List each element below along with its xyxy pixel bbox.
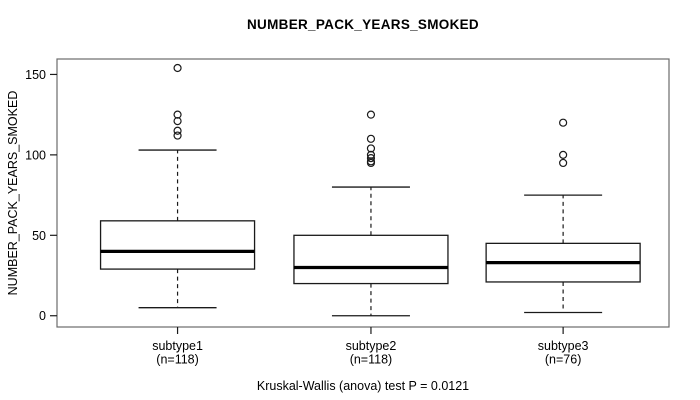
outlier-point <box>366 110 376 119</box>
y-tick-label: 0 <box>39 309 46 323</box>
y-tick-label: 50 <box>32 229 46 243</box>
outlier-point <box>173 63 182 73</box>
group-label: subtype3 <box>538 339 589 353</box>
outlier-point <box>559 118 568 127</box>
y-tick-label: 150 <box>25 68 46 82</box>
group-sublabel: (n=118) <box>350 353 393 367</box>
outlier-point <box>559 150 568 159</box>
group-sublabel: (n=118) <box>156 353 199 367</box>
box <box>293 234 449 285</box>
y-tick-label: 100 <box>25 148 46 162</box>
plot-frame <box>56 58 670 328</box>
group-label: subtype2 <box>346 339 397 353</box>
outlier-point <box>366 144 376 153</box>
outlier-point <box>173 131 182 140</box>
stat-annotation: Kruskal-Wallis (anova) test P = 0.0121 <box>256 379 470 393</box>
y-axis-label: NUMBER_PACK_YEARS_SMOKED <box>6 90 20 296</box>
outlier-point <box>559 158 568 168</box>
chart-title: NUMBER_PACK_YEARS_SMOKED <box>247 17 479 32</box>
outlier-point <box>366 153 376 163</box>
outlier-point <box>173 126 182 135</box>
group-sublabel: (n=76) <box>545 353 581 367</box>
outlier-point <box>366 134 376 143</box>
group-label: subtype1 <box>152 339 203 353</box>
box <box>99 220 256 270</box>
outlier-point <box>173 110 182 119</box>
